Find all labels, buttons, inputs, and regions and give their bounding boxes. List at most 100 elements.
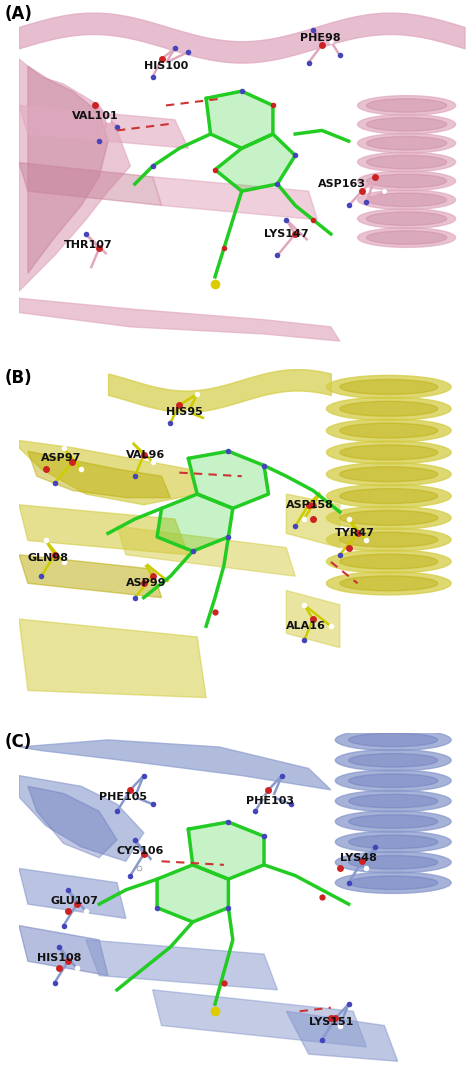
Ellipse shape bbox=[349, 733, 438, 747]
Ellipse shape bbox=[357, 152, 456, 171]
Ellipse shape bbox=[349, 774, 438, 787]
Ellipse shape bbox=[335, 791, 451, 811]
Polygon shape bbox=[157, 865, 228, 922]
Polygon shape bbox=[206, 91, 273, 149]
Ellipse shape bbox=[366, 212, 447, 225]
Text: LYS147: LYS147 bbox=[264, 229, 309, 239]
Ellipse shape bbox=[349, 753, 438, 767]
Polygon shape bbox=[157, 494, 233, 551]
Ellipse shape bbox=[340, 575, 438, 591]
Ellipse shape bbox=[366, 193, 447, 206]
Ellipse shape bbox=[366, 136, 447, 150]
Ellipse shape bbox=[357, 115, 456, 134]
Polygon shape bbox=[286, 1011, 398, 1061]
Polygon shape bbox=[153, 177, 318, 219]
Ellipse shape bbox=[327, 529, 451, 551]
Polygon shape bbox=[117, 526, 295, 577]
Ellipse shape bbox=[349, 876, 438, 890]
Ellipse shape bbox=[340, 510, 438, 525]
Text: LYS151: LYS151 bbox=[309, 1017, 353, 1026]
Text: PHE98: PHE98 bbox=[300, 33, 340, 43]
Ellipse shape bbox=[327, 376, 451, 399]
Polygon shape bbox=[19, 926, 108, 975]
Ellipse shape bbox=[340, 423, 438, 438]
Ellipse shape bbox=[327, 507, 451, 530]
Ellipse shape bbox=[366, 98, 447, 112]
Polygon shape bbox=[188, 822, 264, 879]
Ellipse shape bbox=[335, 770, 451, 792]
Text: PHE103: PHE103 bbox=[246, 796, 294, 806]
Ellipse shape bbox=[340, 444, 438, 460]
Ellipse shape bbox=[335, 749, 451, 771]
Ellipse shape bbox=[335, 729, 451, 750]
Polygon shape bbox=[215, 134, 295, 191]
Text: ASP158: ASP158 bbox=[286, 500, 334, 510]
Text: (A): (A) bbox=[5, 5, 33, 23]
Ellipse shape bbox=[327, 550, 451, 573]
Text: ASP97: ASP97 bbox=[41, 453, 82, 463]
Text: CYS106: CYS106 bbox=[117, 845, 164, 855]
Ellipse shape bbox=[349, 815, 438, 828]
Polygon shape bbox=[19, 440, 197, 505]
Text: (C): (C) bbox=[5, 733, 32, 750]
Text: LYS48: LYS48 bbox=[340, 853, 377, 863]
Text: THR107: THR107 bbox=[64, 240, 112, 250]
Polygon shape bbox=[188, 451, 268, 509]
Polygon shape bbox=[153, 989, 366, 1047]
Ellipse shape bbox=[340, 488, 438, 503]
Polygon shape bbox=[19, 106, 188, 149]
Ellipse shape bbox=[349, 855, 438, 869]
Polygon shape bbox=[19, 740, 331, 790]
Ellipse shape bbox=[357, 228, 456, 248]
Ellipse shape bbox=[327, 485, 451, 508]
Ellipse shape bbox=[327, 441, 451, 464]
Polygon shape bbox=[19, 505, 188, 555]
Polygon shape bbox=[28, 786, 117, 857]
Ellipse shape bbox=[357, 209, 456, 228]
Ellipse shape bbox=[366, 155, 447, 169]
Ellipse shape bbox=[327, 419, 451, 442]
Polygon shape bbox=[19, 59, 130, 292]
Ellipse shape bbox=[335, 831, 451, 853]
Polygon shape bbox=[19, 619, 206, 698]
Ellipse shape bbox=[357, 133, 456, 153]
Polygon shape bbox=[286, 494, 340, 547]
Polygon shape bbox=[86, 940, 277, 989]
Ellipse shape bbox=[327, 572, 451, 595]
Ellipse shape bbox=[335, 810, 451, 832]
Ellipse shape bbox=[340, 401, 438, 416]
Ellipse shape bbox=[340, 466, 438, 482]
Ellipse shape bbox=[340, 554, 438, 569]
Polygon shape bbox=[19, 163, 162, 205]
Text: VAL101: VAL101 bbox=[73, 111, 119, 121]
Polygon shape bbox=[286, 591, 340, 648]
Polygon shape bbox=[28, 67, 108, 273]
Polygon shape bbox=[19, 775, 144, 862]
Ellipse shape bbox=[366, 174, 447, 188]
Text: HIS95: HIS95 bbox=[166, 407, 203, 417]
Ellipse shape bbox=[340, 379, 438, 394]
Text: ASP99: ASP99 bbox=[126, 579, 166, 589]
Text: GLN98: GLN98 bbox=[28, 554, 69, 563]
Polygon shape bbox=[28, 451, 171, 498]
Text: ASP163: ASP163 bbox=[318, 179, 365, 189]
Ellipse shape bbox=[335, 852, 451, 873]
Ellipse shape bbox=[357, 190, 456, 210]
Text: (B): (B) bbox=[5, 369, 32, 387]
Text: HIS108: HIS108 bbox=[37, 952, 81, 963]
Ellipse shape bbox=[366, 230, 447, 245]
Text: GLU107: GLU107 bbox=[50, 895, 98, 905]
Ellipse shape bbox=[340, 532, 438, 547]
Ellipse shape bbox=[349, 835, 438, 848]
Text: VAL96: VAL96 bbox=[126, 450, 165, 460]
Ellipse shape bbox=[357, 171, 456, 191]
Text: PHE105: PHE105 bbox=[99, 792, 147, 802]
Ellipse shape bbox=[366, 118, 447, 131]
Polygon shape bbox=[19, 555, 162, 597]
Polygon shape bbox=[19, 868, 126, 918]
Ellipse shape bbox=[349, 794, 438, 808]
Text: HIS100: HIS100 bbox=[144, 61, 188, 71]
Ellipse shape bbox=[327, 463, 451, 486]
Ellipse shape bbox=[335, 873, 451, 893]
Text: ALA16: ALA16 bbox=[286, 621, 326, 631]
